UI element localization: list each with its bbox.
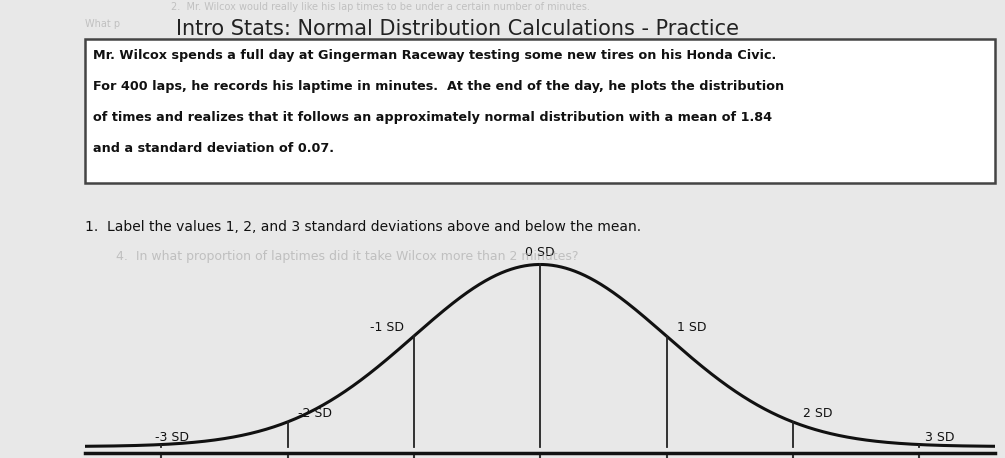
Text: Mr. Wilcox spends a full day at Gingerman Raceway testing some new tires on his : Mr. Wilcox spends a full day at Gingerma… — [93, 49, 777, 62]
Text: -3 SD: -3 SD — [155, 431, 189, 444]
Text: 0 SD: 0 SD — [526, 246, 555, 259]
Text: of times and realizes that it follows an approximately normal distribution with : of times and realizes that it follows an… — [93, 111, 773, 124]
Text: 1 SD: 1 SD — [676, 321, 707, 334]
Text: -1 SD: -1 SD — [370, 321, 404, 334]
Text: 3 SD: 3 SD — [926, 431, 955, 444]
Text: and a standard deviation of 0.07.: and a standard deviation of 0.07. — [93, 142, 335, 155]
Text: What p: What p — [85, 19, 121, 29]
Text: 4.  In what proportion of laptimes did it take Wilcox more than 2 minutes?: 4. In what proportion of laptimes did it… — [116, 250, 578, 262]
Text: For 400 laps, he records his laptime in minutes.  At the end of the day, he plot: For 400 laps, he records his laptime in … — [93, 80, 785, 93]
Text: Intro Stats: Normal Distribution Calculations - Practice: Intro Stats: Normal Distribution Calcula… — [176, 19, 739, 39]
Text: -2 SD: -2 SD — [297, 407, 332, 420]
Text: 1.  Label the values 1, 2, and 3 standard deviations above and below the mean.: 1. Label the values 1, 2, and 3 standard… — [85, 220, 641, 234]
Text: 2 SD: 2 SD — [803, 407, 832, 420]
Text: 2.  Mr. Wilcox would really like his lap times to be under a certain number of m: 2. Mr. Wilcox would really like his lap … — [171, 2, 590, 12]
